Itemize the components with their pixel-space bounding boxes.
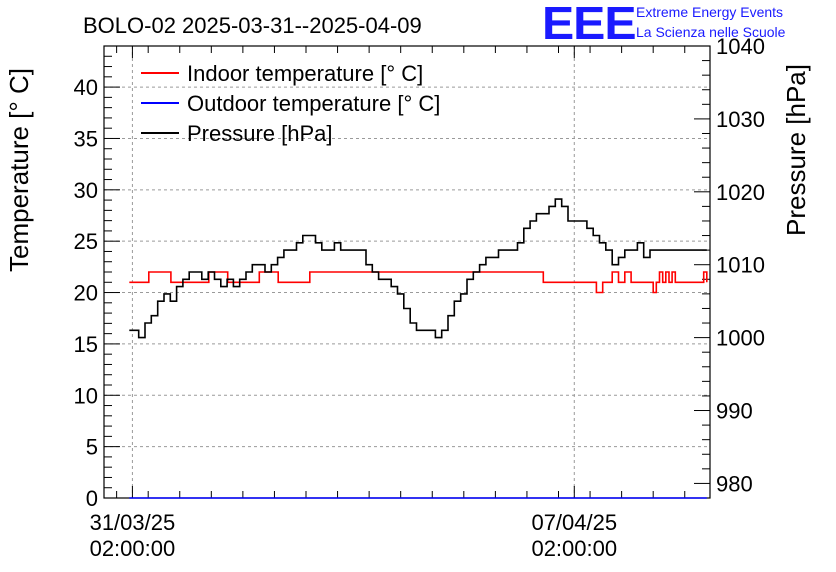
x-tick-time: 02:00:00 [531, 536, 617, 561]
left-tick-label: 10 [74, 383, 98, 408]
axes: 0 5 10 15 20 25 30 35 40 980 990 1000 1010 1020 1030 10… [74, 34, 765, 561]
left-tick-label: 20 [74, 281, 98, 306]
left-tick-label: 15 [74, 332, 98, 357]
right-tick-label: 990 [716, 399, 753, 424]
legend: Indoor temperature [° C] Outdoor temperat… [141, 61, 440, 146]
x-tick-date: 31/03/25 [90, 510, 176, 535]
logo-line2: La Scienza nelle Scuole [636, 24, 786, 40]
series-lines [129, 198, 708, 499]
x-tick-time: 02:00:00 [90, 536, 176, 561]
right-tick-label: 1010 [716, 253, 765, 278]
left-tick-label: 40 [74, 75, 98, 100]
left-tick-label: 5 [86, 435, 98, 460]
right-tick-label: 980 [716, 471, 753, 496]
chart-title: BOLO-02 2025-03-31--2025-04-09 [83, 13, 422, 38]
left-axis-label: Temperature [° C] [4, 68, 34, 272]
legend-label: Indoor temperature [° C] [187, 61, 423, 86]
right-tick-label: 1040 [716, 34, 765, 59]
legend-label: Pressure [hPa] [187, 121, 333, 146]
right-tick-label: 1000 [716, 326, 765, 351]
pressure-line [129, 198, 707, 339]
left-tick-label: 35 [74, 126, 98, 151]
left-tick-label: 25 [74, 229, 98, 254]
x-tick-date: 07/04/25 [531, 510, 617, 535]
logo-line1: Extreme Energy Events [636, 4, 784, 20]
grid [104, 46, 710, 498]
eee-logo: EEE [542, 0, 637, 49]
right-tick-label: 1030 [716, 107, 765, 132]
right-tick-label: 1020 [716, 180, 765, 205]
left-tick-label: 30 [74, 178, 98, 203]
right-axis-label: Pressure [hPa] [781, 64, 811, 236]
left-tick-label: 0 [86, 486, 98, 511]
legend-label: Outdoor temperature [° C] [187, 91, 440, 116]
indoor-temperature-line [129, 271, 708, 294]
